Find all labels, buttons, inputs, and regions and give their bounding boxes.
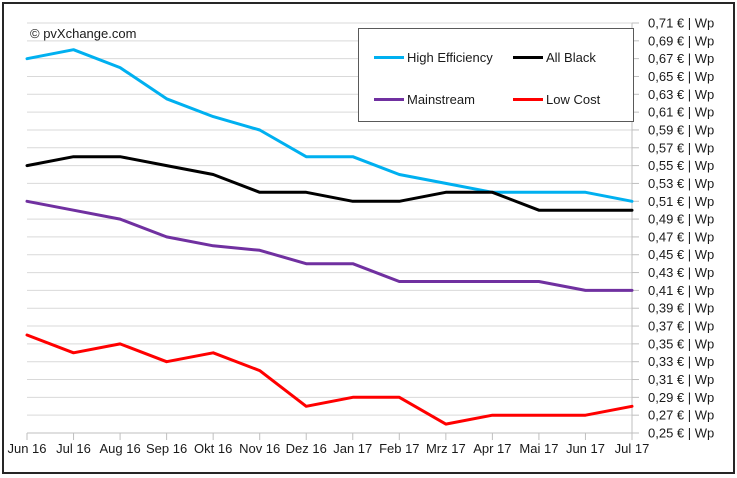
legend-swatch-all-black: [513, 55, 543, 59]
y-axis-tick-label: 0,51 € | Wp: [648, 194, 714, 209]
x-axis-tick-label: Jan 17: [333, 441, 372, 456]
series-line-high-efficiency: [25, 48, 634, 203]
x-axis-tick-label: Apr 17: [473, 441, 511, 456]
x-axis-tick-label: Dez 16: [286, 441, 327, 456]
y-axis-tick-label: 0,37 € | Wp: [648, 319, 714, 334]
y-axis-tick-label: 0,39 € | Wp: [648, 301, 714, 316]
y-axis-tick-label: 0,33 € | Wp: [648, 354, 714, 369]
legend-item-all-black: All Black: [513, 49, 596, 65]
y-axis-tick-label: 0,53 € | Wp: [648, 176, 714, 191]
plot-area: 0,71 € | Wp 0,69 € | Wp 0,67 € | Wp 0,65 € …: [7, 16, 714, 457]
legend-item-low-cost: Low Cost: [513, 91, 600, 107]
watermark: © pvXchange.com: [30, 26, 137, 41]
series-line-mainstream: [25, 199, 634, 292]
y-axis-tick-label: 0,31 € | Wp: [648, 372, 714, 387]
y-axis-tick-label: 0,41 € | Wp: [648, 283, 714, 298]
y-axis-tick-label: 0,27 € | Wp: [648, 408, 714, 423]
x-axis-tick-label: Jun 16: [7, 441, 46, 456]
y-axis-tick-label: 0,29 € | Wp: [648, 390, 714, 405]
legend-label-low-cost: Low Cost: [546, 91, 601, 107]
y-axis-tick-label: 0,61 € | Wp: [648, 105, 714, 120]
y-axis-tick-label: 0,57 € | Wp: [648, 140, 714, 155]
x-axis-tick-label: Nov 16: [239, 441, 280, 456]
legend-label-all-black: All Black: [546, 49, 596, 65]
legend: High Efficiency All Black Mainstream Low…: [358, 28, 634, 122]
y-axis-tick-label: 0,45 € | Wp: [648, 247, 714, 262]
x-axis-tick-label: Jul 16: [56, 441, 91, 456]
y-axis-tick-label: 0,49 € | Wp: [648, 212, 714, 227]
y-axis-tick-label: 0,47 € | Wp: [648, 229, 714, 244]
x-axis-tick-label: Feb 17: [379, 441, 419, 456]
y-axis-tick-label: 0,67 € | Wp: [648, 51, 714, 66]
y-axis-tick-label: 0,35 € | Wp: [648, 336, 714, 351]
series-line-low-cost: [25, 333, 634, 426]
y-axis-tick-label: 0,71 € | Wp: [648, 16, 714, 31]
legend-swatch-mainstream: [374, 97, 404, 101]
legend-label-high-efficiency: High Efficiency: [407, 49, 493, 65]
y-axis-tick-label: 0,63 € | Wp: [648, 87, 714, 102]
y-axis-tick-label: 0,25 € | Wp: [648, 426, 714, 441]
y-axis-tick-label: 0,55 € | Wp: [648, 158, 714, 173]
x-axis-tick-label: Okt 16: [194, 441, 232, 456]
y-axis-tick-label: 0,65 € | Wp: [648, 69, 714, 84]
legend-label-mainstream: Mainstream: [407, 91, 475, 107]
legend-item-high-efficiency: High Efficiency: [374, 49, 493, 65]
x-axis-tick-label: Jun 17: [566, 441, 605, 456]
y-axis-tick-label: 0,69 € | Wp: [648, 33, 714, 48]
legend-swatch-high-efficiency: [374, 55, 404, 59]
y-axis-tick-label: 0,59 € | Wp: [648, 122, 714, 137]
x-axis-tick-label: Aug 16: [99, 441, 140, 456]
y-axis-tick-label: 0,43 € | Wp: [648, 265, 714, 280]
x-axis-tick-label: Jul 17: [615, 441, 650, 456]
legend-swatch-low-cost: [513, 97, 543, 101]
series-line-all-black: [25, 155, 634, 212]
x-axis-tick-label: Sep 16: [146, 441, 187, 456]
x-axis-tick-label: Mrz 17: [426, 441, 466, 456]
legend-item-mainstream: Mainstream: [374, 91, 475, 107]
x-axis-tick-label: Mai 17: [519, 441, 558, 456]
